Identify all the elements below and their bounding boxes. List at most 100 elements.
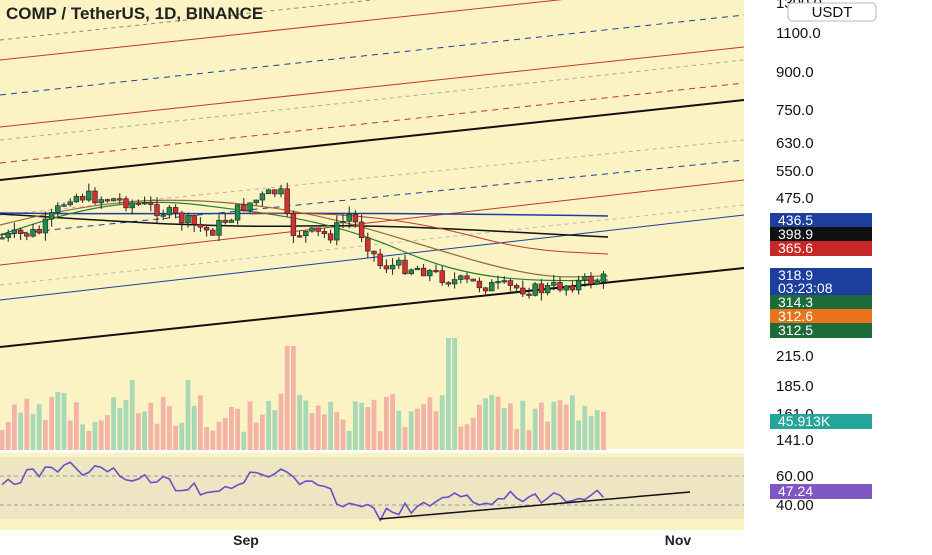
price-tag-6: 312.6 bbox=[770, 308, 872, 324]
candle bbox=[520, 280, 526, 298]
volume-bar bbox=[235, 408, 240, 450]
candle bbox=[284, 182, 290, 217]
candle bbox=[48, 208, 55, 227]
candle bbox=[371, 250, 377, 262]
volume-bar bbox=[123, 399, 129, 450]
volume-bar bbox=[24, 398, 30, 450]
volume-bar bbox=[415, 408, 420, 450]
volume-bar bbox=[483, 398, 488, 450]
candle bbox=[470, 278, 476, 282]
candle bbox=[272, 189, 278, 198]
candle bbox=[265, 188, 272, 195]
candle bbox=[495, 275, 501, 290]
moving-average-4 bbox=[249, 212, 609, 255]
candle bbox=[557, 276, 563, 293]
volume-bar bbox=[278, 393, 284, 450]
channel-line-6 bbox=[0, 159, 745, 236]
candle bbox=[135, 199, 142, 207]
volume-bar bbox=[92, 421, 98, 450]
y-tick-5: 550.0 bbox=[776, 163, 814, 180]
candle bbox=[61, 202, 67, 208]
candle bbox=[489, 279, 495, 292]
volume-bar bbox=[142, 411, 147, 450]
volume-bar bbox=[284, 346, 290, 450]
price-tag-8: 45.913K bbox=[770, 413, 872, 429]
candle bbox=[414, 265, 421, 271]
volume-bar bbox=[167, 406, 172, 450]
candle bbox=[420, 264, 427, 277]
candle bbox=[544, 282, 551, 296]
volume-bar bbox=[210, 430, 216, 450]
volume-bar bbox=[67, 420, 73, 450]
volume-bar bbox=[365, 407, 371, 450]
price-tag-2: 365.6 bbox=[770, 240, 872, 256]
price-tag-1: 398.9 bbox=[770, 226, 872, 242]
svg-text:03:23:08: 03:23:08 bbox=[778, 280, 833, 296]
volume-bar bbox=[464, 424, 470, 450]
volume-bar bbox=[334, 412, 340, 450]
volume-bar bbox=[340, 419, 346, 450]
volume-bar bbox=[198, 395, 203, 450]
candle bbox=[203, 226, 210, 237]
volume-bar bbox=[291, 346, 296, 450]
candle bbox=[86, 183, 92, 202]
volume-bar bbox=[452, 338, 457, 450]
x-tick-nov: Nov bbox=[665, 532, 692, 548]
volume-bar bbox=[520, 400, 526, 450]
candle bbox=[600, 270, 607, 289]
candle bbox=[141, 196, 148, 205]
volume-bar bbox=[253, 422, 259, 450]
volume-bar bbox=[86, 431, 92, 450]
volume-bar bbox=[601, 411, 606, 450]
candle bbox=[92, 187, 98, 205]
volume-bar bbox=[353, 401, 358, 450]
y-tick-4: 630.0 bbox=[776, 135, 814, 152]
candle bbox=[5, 229, 11, 242]
candle bbox=[389, 258, 396, 275]
candle bbox=[160, 209, 166, 221]
channel-line-5 bbox=[0, 82, 745, 164]
volume-bar bbox=[0, 430, 5, 450]
candle bbox=[259, 191, 266, 207]
volume-bar bbox=[260, 414, 265, 450]
moving-average-3 bbox=[0, 201, 609, 282]
candle bbox=[303, 230, 309, 243]
volume-bar bbox=[315, 405, 321, 450]
volume-bar bbox=[563, 404, 569, 450]
volume-bar bbox=[408, 411, 414, 450]
candle bbox=[513, 283, 520, 294]
chart-title: COMP / TetherUS, 1D, BINANCE bbox=[6, 4, 263, 23]
y-tick-9: 185.0 bbox=[776, 378, 814, 395]
candle bbox=[185, 212, 191, 228]
volume-bar bbox=[173, 425, 178, 450]
price-tag-9: 47.24 bbox=[770, 483, 872, 499]
candles bbox=[0, 182, 607, 301]
volume-bar bbox=[396, 410, 402, 450]
volume-bar bbox=[594, 410, 600, 450]
volume-bar bbox=[266, 400, 271, 450]
rsi-line bbox=[1, 461, 604, 523]
volume-bar bbox=[43, 420, 48, 450]
volume-bar bbox=[303, 400, 309, 450]
candle bbox=[352, 210, 359, 228]
volume-bar bbox=[309, 413, 315, 450]
volume-bar bbox=[297, 394, 302, 450]
volume-bar bbox=[36, 404, 42, 450]
candle bbox=[210, 227, 216, 236]
volume-bar bbox=[495, 396, 501, 450]
volume-bar bbox=[557, 400, 563, 450]
volume-bar bbox=[328, 401, 333, 450]
candle bbox=[129, 199, 135, 215]
currency-badge[interactable] bbox=[787, 2, 877, 22]
candle bbox=[551, 275, 557, 291]
volume-bar bbox=[216, 421, 222, 450]
volume-bar bbox=[588, 415, 594, 450]
candle bbox=[166, 204, 173, 218]
price-tag-5: 314.3 bbox=[770, 294, 872, 310]
volume-bar bbox=[191, 405, 197, 450]
volume-bar bbox=[129, 380, 135, 450]
volume-bar bbox=[98, 420, 104, 450]
candle bbox=[482, 286, 489, 295]
